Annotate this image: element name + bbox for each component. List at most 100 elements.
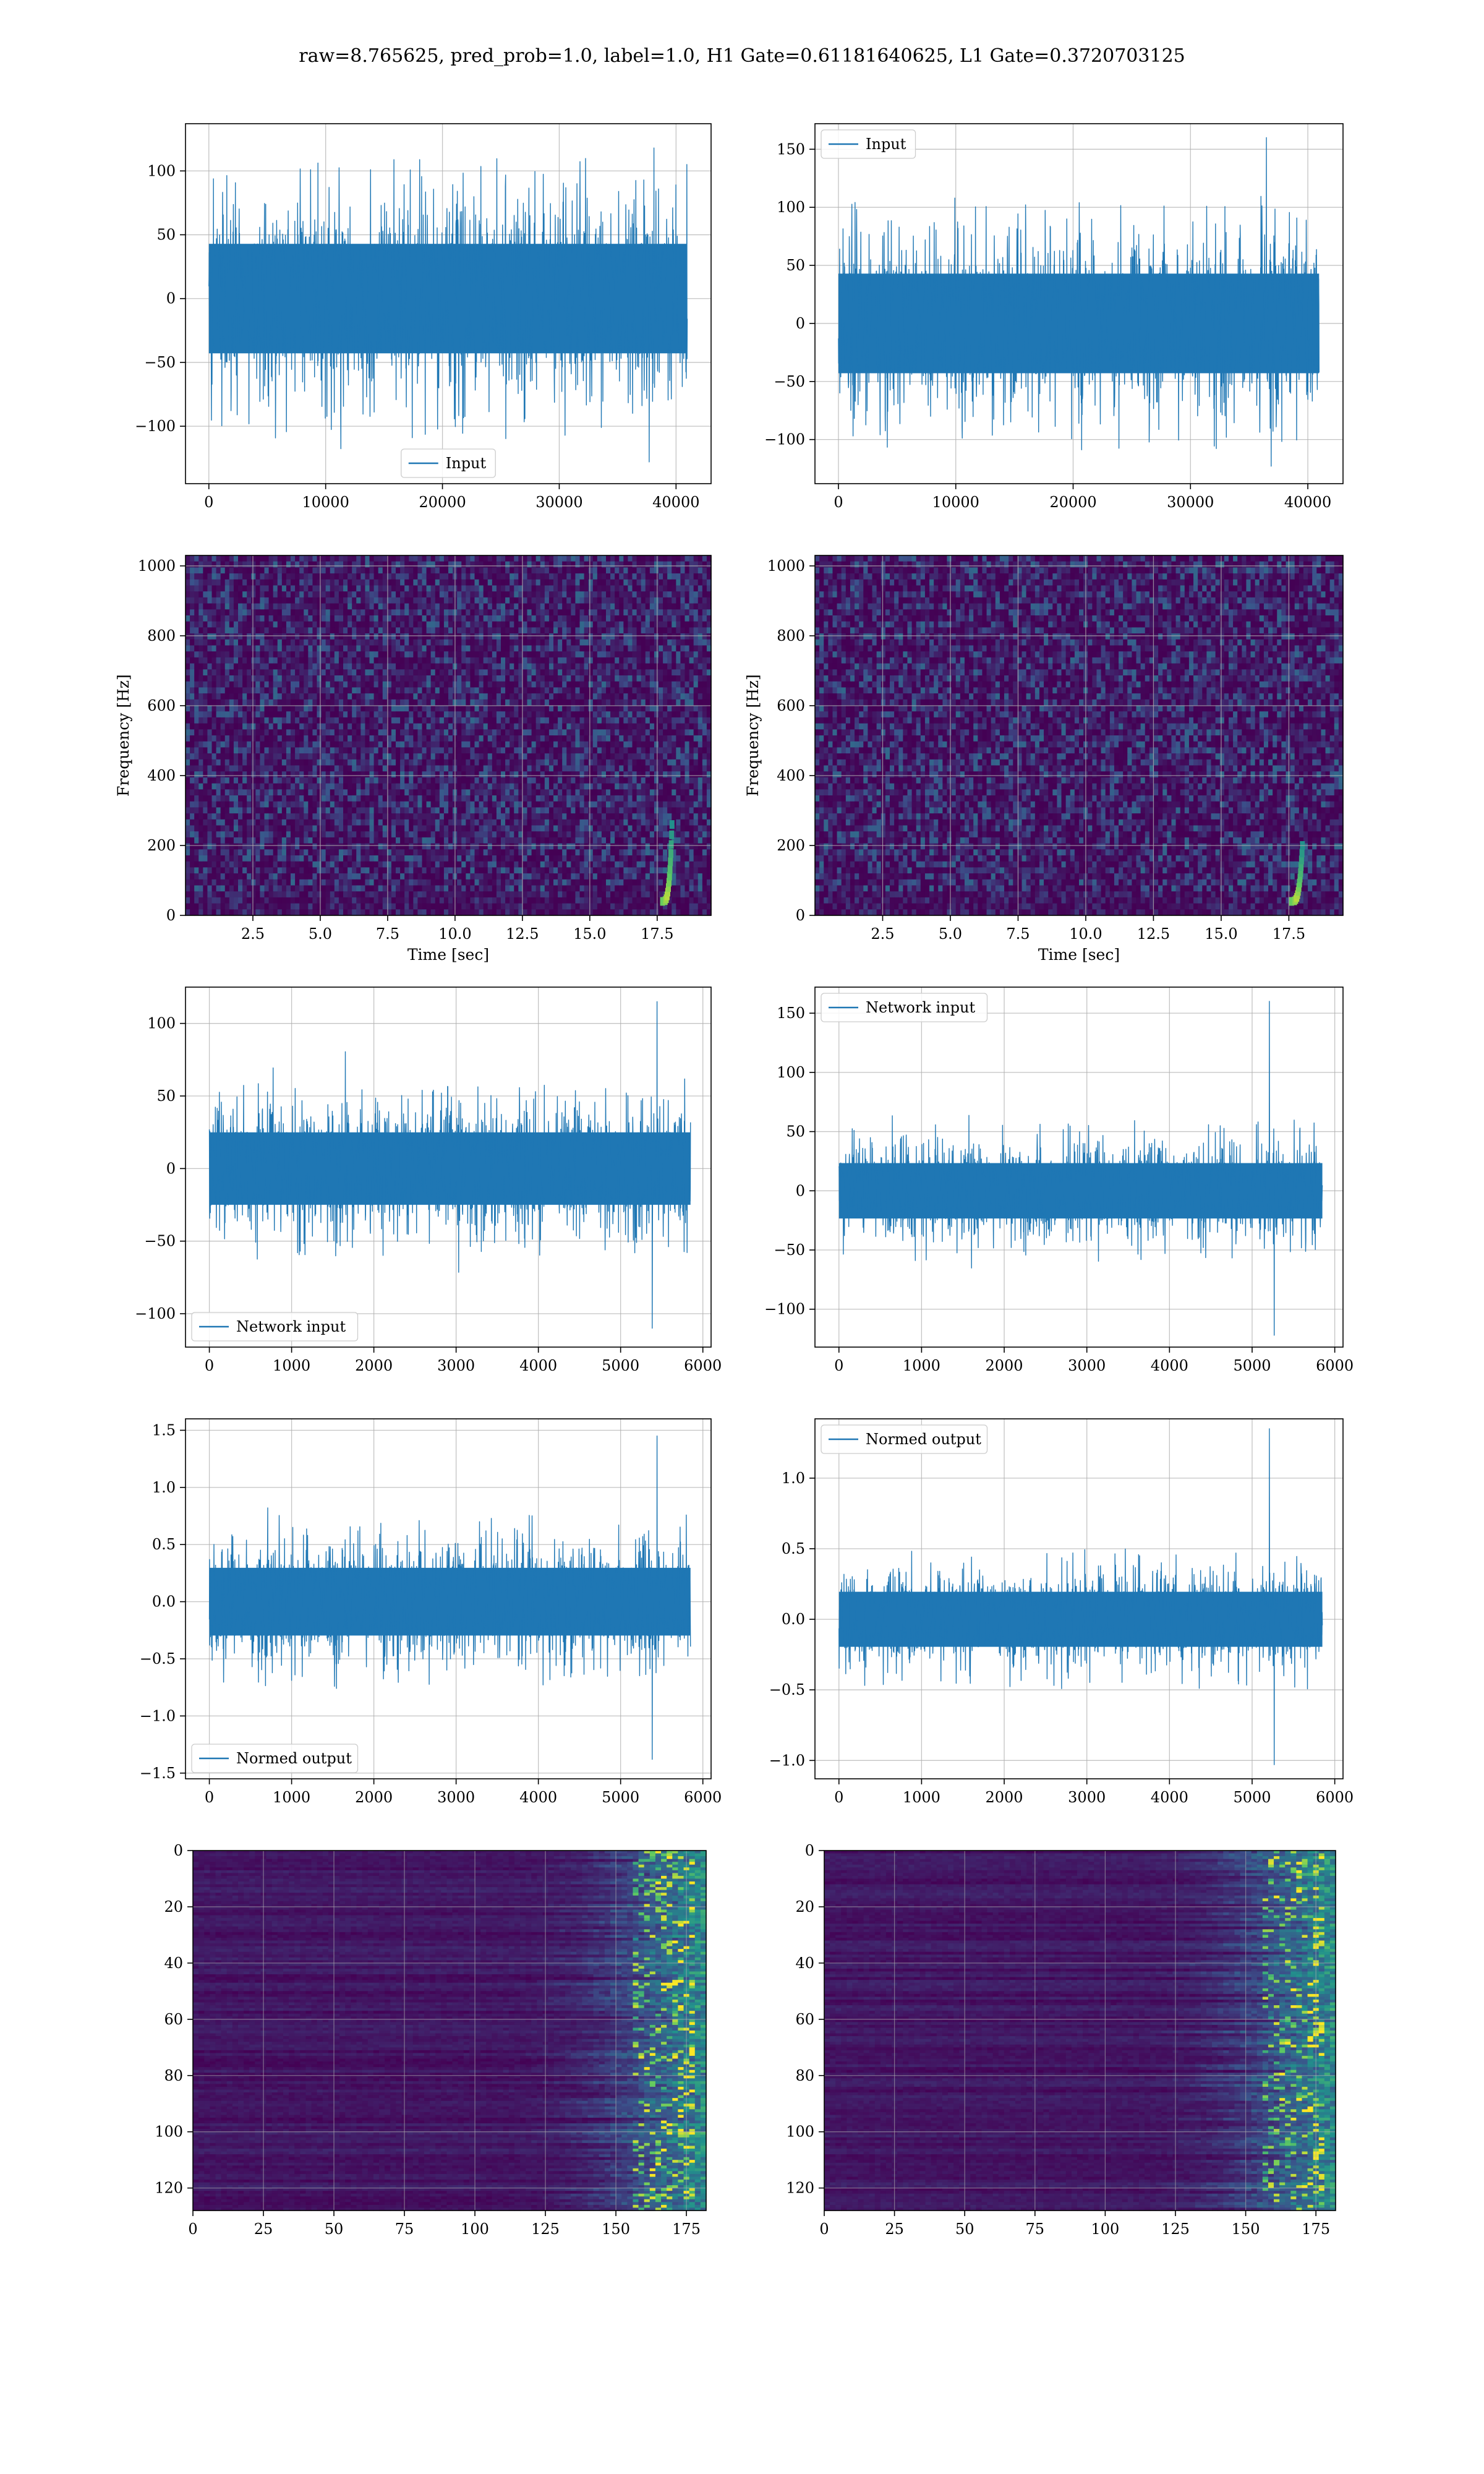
x-tick-label: 5.0 [939, 925, 962, 943]
y-tick-label: 80 [795, 2067, 814, 2084]
legend-box [821, 129, 916, 159]
y-tick-label: 100 [147, 162, 176, 179]
legend-label: Network input [866, 999, 975, 1016]
x-tick-label: 20000 [419, 494, 466, 511]
panel-spectrogram-l1: 2.5 5.0 7.5 10.0 12.5 15.0 17.5 0 200 400 600 800 10… [744, 555, 1344, 964]
x-tick-label: 1000 [273, 1789, 310, 1806]
x-tick-label: 5000 [602, 1357, 639, 1374]
x-tick-label: 17.5 [1273, 925, 1305, 943]
y-tick-label: −0.5 [769, 1681, 805, 1698]
y-tick-label: 150 [777, 140, 805, 158]
x-tick-label: 5.0 [309, 925, 332, 943]
y-tick-label: 100 [786, 2123, 814, 2141]
y-tick-label: 40 [164, 1954, 183, 1972]
legend-label: Network input [236, 1318, 346, 1335]
y-tick-label: 0.0 [152, 1593, 176, 1611]
axes-frame [824, 1850, 1336, 2211]
x-tick-label: 12.5 [1137, 925, 1170, 943]
x-tick-label: 0 [834, 1789, 843, 1806]
y-tick-label: 80 [164, 2067, 183, 2084]
x-tick-label: 40000 [652, 494, 699, 511]
x-axis-label: Time [sec] [407, 946, 489, 964]
x-tick-label: 150 [602, 2220, 630, 2238]
legend-box [821, 1424, 988, 1454]
x-tick-label: 2000 [355, 1789, 393, 1806]
y-tick-label: −50 [774, 1241, 805, 1259]
series-line [208, 1436, 691, 1760]
y-tick-label: −1.0 [140, 1707, 176, 1724]
x-tick-label: 10.0 [1069, 925, 1102, 943]
x-tick-label: 4000 [519, 1357, 557, 1374]
axes-frame [814, 987, 1344, 1348]
y-tick-label: 150 [777, 1004, 805, 1022]
x-axis-label: Time [sec] [1038, 946, 1120, 964]
y-tick-label: 50 [156, 226, 176, 244]
y-tick-label: 1.0 [152, 1479, 176, 1496]
chirp-track [660, 820, 675, 906]
x-tick-label: 3000 [1068, 1357, 1106, 1374]
legend-label: Normed output [236, 1750, 352, 1767]
x-tick-label: 0 [204, 494, 213, 511]
x-tick-label: 7.5 [1006, 925, 1030, 943]
x-tick-label: 5000 [1233, 1789, 1271, 1806]
axes-frame [185, 1418, 712, 1779]
x-tick-label: 6000 [1316, 1357, 1354, 1374]
y-tick-label: 40 [795, 1954, 814, 1972]
x-tick-label: 17.5 [641, 925, 673, 943]
x-tick-label: 175 [672, 2220, 701, 2238]
legend-label: Input [446, 455, 487, 472]
feature-map-cells [193, 1851, 707, 2211]
x-tick-label: 3000 [437, 1789, 475, 1806]
axes-frame [185, 555, 712, 916]
spectrogram-cells [186, 555, 712, 916]
x-tick-label: 0 [188, 2220, 197, 2238]
y-tick-label: −100 [764, 431, 805, 448]
y-tick-label: 1000 [767, 557, 805, 575]
x-tick-label: 1000 [273, 1357, 310, 1374]
y-tick-label: 0.5 [152, 1536, 176, 1553]
y-tick-label: 0 [166, 907, 176, 924]
y-tick-label: 0.0 [782, 1611, 805, 1628]
panel-network-input-h1: 0 1000 2000 3000 4000 5000 6000 −100 −50 0 50 100 Ne… [135, 987, 722, 1374]
x-tick-label: 50 [955, 2220, 974, 2238]
axes-frame [814, 123, 1344, 484]
y-tick-label: 0 [796, 1182, 805, 1199]
x-tick-label: 125 [531, 2220, 560, 2238]
x-tick-label: 30000 [1167, 494, 1214, 511]
x-tick-label: 1000 [903, 1789, 940, 1806]
x-tick-label: 0 [205, 1789, 214, 1806]
y-tick-label: −1.0 [769, 1752, 805, 1769]
series-line [208, 147, 688, 463]
y-tick-label: 0 [796, 315, 805, 332]
y-tick-label: 20 [164, 1898, 183, 1915]
x-tick-label: 125 [1161, 2220, 1190, 2238]
axes-frame [192, 1850, 707, 2211]
x-tick-label: 2000 [355, 1357, 393, 1374]
x-tick-label: 75 [395, 2220, 414, 2238]
series-line [838, 137, 1320, 467]
axes-frame [814, 555, 1344, 916]
panel-features-l1: 0 25 50 75 100 125 150 175 0 20 40 60 80 100 120 [786, 1842, 1336, 2238]
panel-input-l1: 0 10000 20000 30000 40000 −100 −50 0 50 100 150 Inp… [764, 123, 1344, 511]
series-line [208, 1001, 691, 1329]
y-tick-label: 20 [795, 1898, 814, 1915]
y-tick-label: 0 [166, 290, 176, 307]
x-tick-label: 175 [1302, 2220, 1330, 2238]
x-tick-label: 4000 [1151, 1357, 1188, 1374]
y-tick-label: 60 [164, 2011, 183, 2028]
legend-box [821, 993, 988, 1022]
x-tick-label: 10000 [932, 494, 979, 511]
legend-label: Input [866, 135, 906, 153]
x-tick-label: 15.0 [1205, 925, 1237, 943]
x-tick-label: 0 [205, 1357, 214, 1374]
y-axis-label: Frequency [Hz] [744, 674, 762, 797]
y-tick-label: 800 [147, 627, 176, 644]
x-tick-label: 40000 [1284, 494, 1331, 511]
axes-frame [185, 987, 712, 1348]
y-tick-label: −100 [135, 1305, 176, 1322]
x-tick-label: 20000 [1049, 494, 1096, 511]
y-tick-label: 200 [147, 837, 176, 854]
panel-normed-output-h1: 0 1000 2000 3000 4000 5000 6000 −1.5 −1.0 −0.5 0.0… [140, 1418, 722, 1806]
x-tick-label: 0 [834, 1357, 843, 1374]
y-tick-label: −1.5 [140, 1765, 176, 1782]
